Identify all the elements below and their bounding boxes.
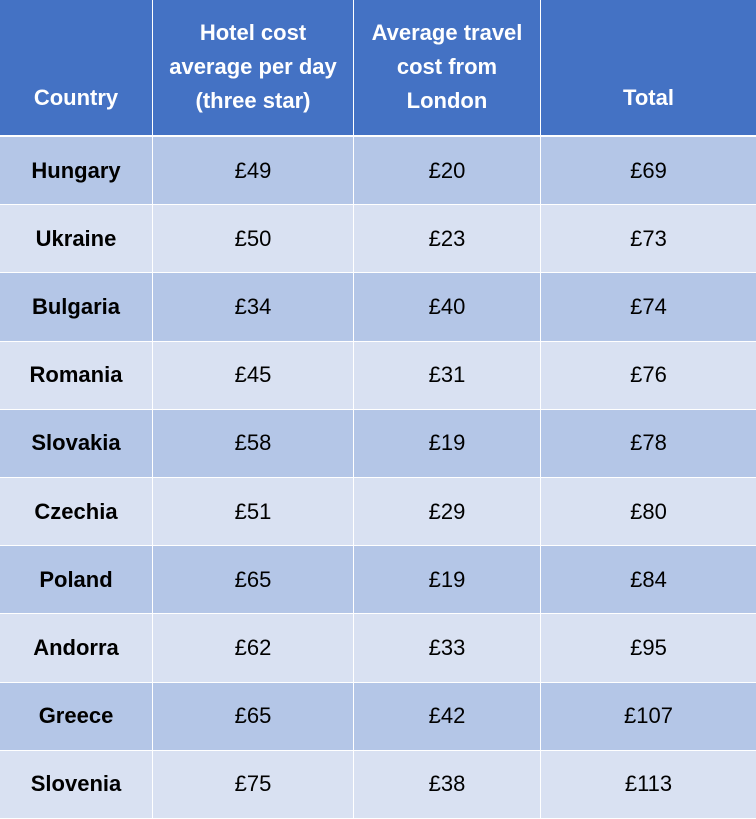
header-travel-cost-line: cost from (396, 54, 498, 79)
cell-total: £73 (541, 205, 756, 274)
cell-country: Slovenia (0, 750, 153, 819)
cell-travel-cost: £19 (354, 546, 541, 615)
cell-hotel-cost: £75 (153, 750, 354, 819)
cell-travel-cost: £20 (354, 137, 541, 206)
header-travel-cost: Average travel cost from London (354, 0, 541, 137)
cell-hotel-cost: £34 (153, 273, 354, 342)
cell-travel-cost: £23 (354, 205, 541, 274)
cell-total: £69 (541, 137, 756, 206)
header-travel-cost-line: London (406, 88, 488, 113)
header-country-text: Country (34, 81, 118, 115)
cell-hotel-cost: £49 (153, 137, 354, 206)
cell-hotel-cost: £51 (153, 477, 354, 547)
cell-travel-cost: £38 (354, 750, 541, 819)
header-total: Total (541, 0, 756, 137)
header-travel-cost-line: Average travel (371, 20, 523, 45)
header-hotel-cost-line: average per day (169, 54, 337, 79)
cell-total: £113 (541, 750, 756, 819)
cell-hotel-cost: £50 (153, 205, 354, 274)
cell-total: £95 (541, 614, 756, 683)
cell-hotel-cost: £65 (153, 682, 354, 751)
header-country-line: Country (33, 85, 119, 110)
cell-country: Poland (0, 546, 153, 615)
header-hotel-cost: Hotel cost average per day (three star) (153, 0, 354, 137)
cell-country: Hungary (0, 137, 153, 206)
header-hotel-cost-text: Hotel cost average per day (three star) (169, 16, 337, 118)
cell-travel-cost: £19 (354, 409, 541, 478)
cell-hotel-cost: £65 (153, 546, 354, 615)
cell-travel-cost: £29 (354, 477, 541, 547)
cell-country: Czechia (0, 477, 153, 547)
header-hotel-cost-line: (three star) (195, 88, 311, 113)
cell-travel-cost: £40 (354, 273, 541, 342)
cell-country: Romania (0, 341, 153, 410)
header-total-text: Total (623, 81, 674, 115)
cell-country: Bulgaria (0, 273, 153, 342)
cell-country: Andorra (0, 614, 153, 683)
cell-total: £74 (541, 273, 756, 342)
cell-travel-cost: £33 (354, 614, 541, 683)
cell-total: £80 (541, 477, 756, 547)
cell-country: Slovakia (0, 409, 153, 478)
header-hotel-cost-line: Hotel cost (199, 20, 307, 45)
cell-country: Ukraine (0, 205, 153, 274)
header-travel-cost-text: Average travel cost from London (372, 16, 523, 118)
header-total-line: Total (623, 85, 674, 110)
cell-total: £107 (541, 682, 756, 751)
cell-hotel-cost: £62 (153, 614, 354, 683)
cell-travel-cost: £42 (354, 682, 541, 751)
cell-total: £84 (541, 546, 756, 615)
cell-country: Greece (0, 682, 153, 751)
cell-hotel-cost: £45 (153, 341, 354, 410)
cell-hotel-cost: £58 (153, 409, 354, 478)
cell-total: £76 (541, 341, 756, 410)
cell-total: £78 (541, 409, 756, 478)
header-country: Country (0, 0, 153, 137)
cell-travel-cost: £31 (354, 341, 541, 410)
